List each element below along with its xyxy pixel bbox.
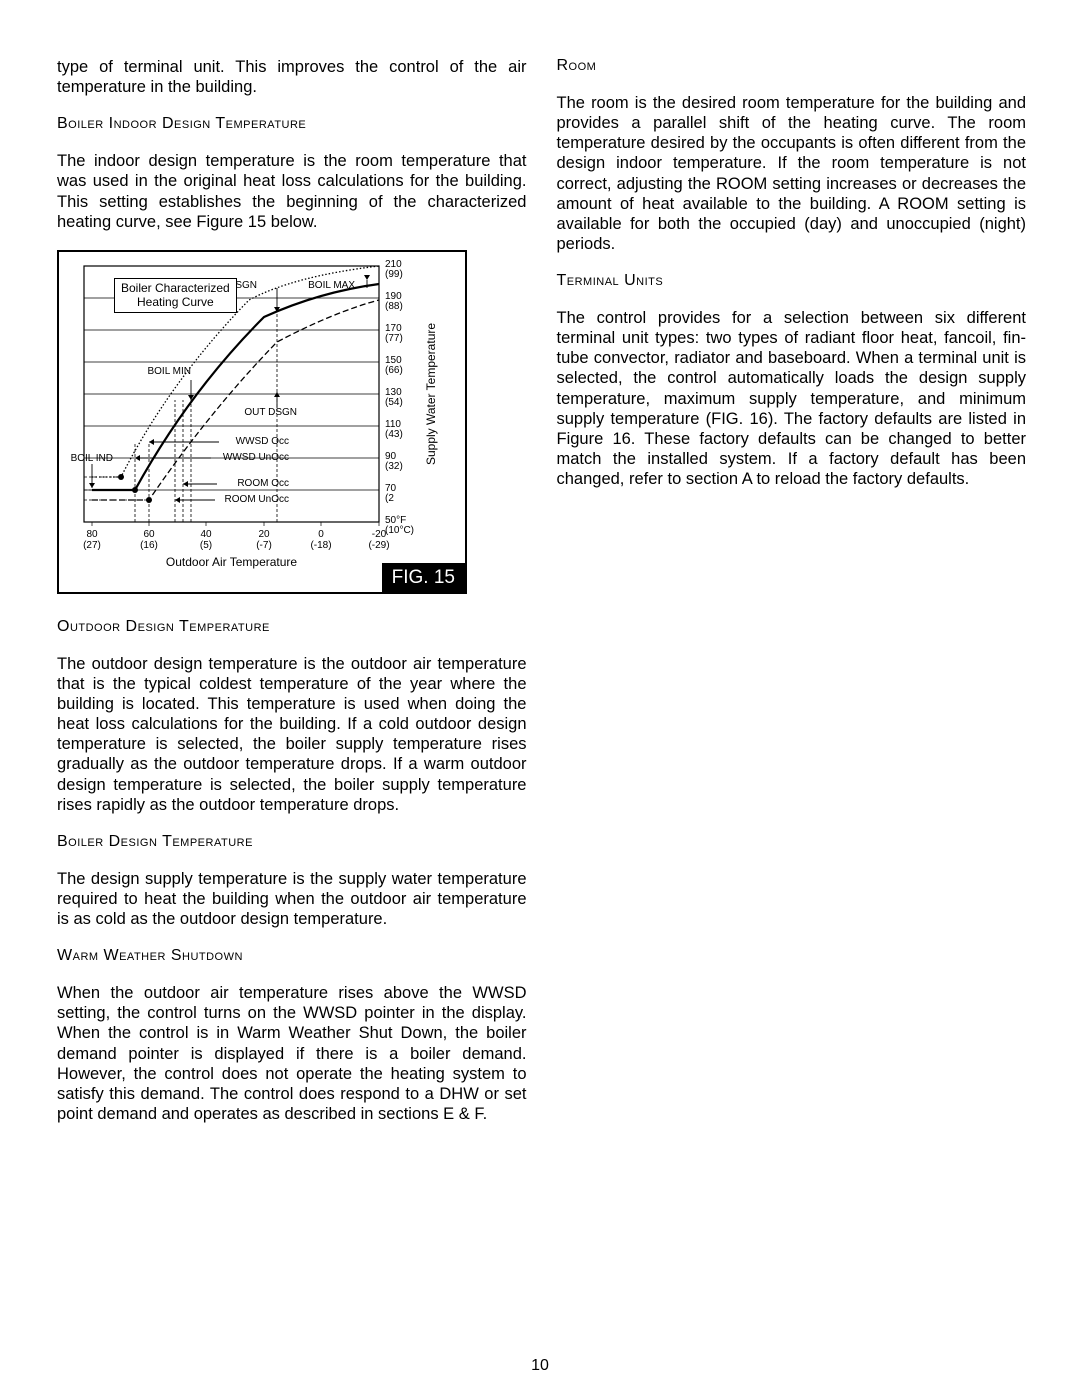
svg-text:(99): (99) — [385, 269, 403, 280]
svg-text:40: 40 — [200, 529, 212, 540]
svg-text:(88): (88) — [385, 301, 403, 312]
svg-text:WWSD UnOcc: WWSD UnOcc — [223, 452, 289, 463]
page-number: 10 — [0, 1357, 1080, 1375]
para-outdoor-design: The outdoor design temperature is the ou… — [57, 654, 527, 815]
left-column: type of terminal unit. This improves the… — [57, 57, 527, 1142]
para-boiler-indoor: The indoor design temperature is the roo… — [57, 151, 527, 232]
svg-text:(10°C): (10°C) — [385, 525, 414, 536]
heading-terminal-units: Terminal Units — [557, 272, 1027, 290]
page: type of terminal unit. This improves the… — [0, 0, 1080, 1397]
figure-15-caption: Boiler CharacterizedHeating Curve — [114, 278, 237, 314]
svg-text:BOIL MIN: BOIL MIN — [147, 366, 191, 377]
svg-text:(2: (2 — [385, 493, 394, 504]
right-column: Room The room is the desired room temper… — [557, 57, 1027, 1142]
svg-text:(5): (5) — [200, 540, 212, 551]
svg-text:(54): (54) — [385, 397, 403, 408]
svg-text:(32): (32) — [385, 461, 403, 472]
svg-text:BOIL IND: BOIL IND — [71, 453, 113, 464]
svg-text:0: 0 — [318, 529, 324, 540]
heading-boiler-indoor: Boiler Indoor Design Temperature — [57, 115, 527, 133]
para-terminal-units: The control provides for a selection bet… — [557, 308, 1027, 489]
svg-text:(43): (43) — [385, 429, 403, 440]
two-column-layout: type of terminal unit. This improves the… — [57, 57, 1026, 1142]
svg-text:BOIL MAX: BOIL MAX — [308, 280, 355, 291]
svg-text:ROOM UnOcc: ROOM UnOcc — [225, 494, 289, 505]
figure-15: 50°F(10°C)70(290(32)110(43)130(54)150(66… — [57, 250, 467, 594]
svg-text:OUT DSGN: OUT DSGN — [244, 407, 297, 418]
heading-wwsd: Warm Weather Shutdown — [57, 947, 527, 965]
svg-text:80: 80 — [86, 529, 98, 540]
svg-text:Outdoor Air Temperature: Outdoor Air Temperature — [166, 555, 298, 569]
para-boiler-design: The design supply temperature is the sup… — [57, 869, 527, 929]
svg-text:(-7): (-7) — [256, 540, 272, 551]
heading-boiler-design: Boiler Design Temperature — [57, 833, 527, 851]
svg-text:-20: -20 — [372, 529, 387, 540]
svg-text:20: 20 — [258, 529, 270, 540]
para-wwsd: When the outdoor air temperature rises a… — [57, 983, 527, 1124]
svg-text:(27): (27) — [83, 540, 101, 551]
intro-paragraph: type of terminal unit. This improves the… — [57, 57, 527, 97]
heading-outdoor-design: Outdoor Design Temperature — [57, 618, 527, 636]
svg-text:(16): (16) — [140, 540, 158, 551]
figure-15-caption-text: Boiler CharacterizedHeating Curve — [121, 281, 230, 309]
svg-text:(66): (66) — [385, 365, 403, 376]
heading-room: Room — [557, 57, 1027, 75]
svg-text:Supply Water Temperature: Supply Water Temperature — [424, 322, 438, 464]
svg-text:(-29): (-29) — [368, 540, 389, 551]
svg-text:60: 60 — [143, 529, 155, 540]
svg-text:ROOM Occ: ROOM Occ — [237, 478, 289, 489]
svg-text:(77): (77) — [385, 333, 403, 344]
svg-text:(-18): (-18) — [310, 540, 331, 551]
para-room: The room is the desired room temperature… — [557, 93, 1027, 254]
svg-text:WWSD Occ: WWSD Occ — [236, 436, 289, 447]
figure-15-label: FIG. 15 — [382, 563, 465, 592]
